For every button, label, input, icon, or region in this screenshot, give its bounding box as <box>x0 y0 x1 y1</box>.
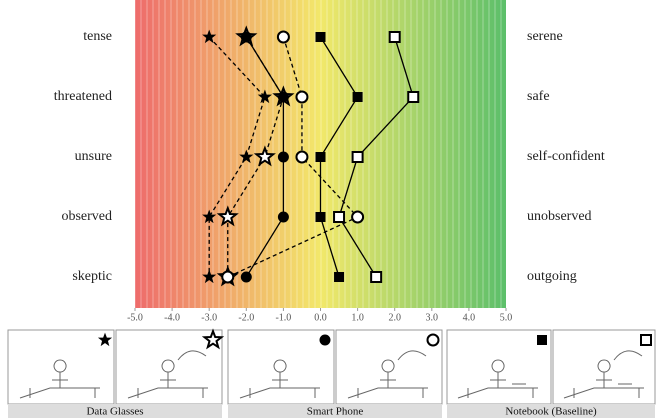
panel <box>447 330 551 404</box>
right-label: serene <box>527 29 563 44</box>
marker <box>390 32 400 42</box>
left-label: observed <box>61 209 112 224</box>
x-tick-label: 0.0 <box>314 312 327 323</box>
marker <box>222 272 233 283</box>
panel <box>116 330 222 404</box>
x-tick-label: 5.0 <box>500 312 513 323</box>
legend-marker <box>641 335 651 345</box>
marker <box>352 212 363 223</box>
x-tick-label: 1.0 <box>351 312 364 323</box>
marker <box>296 92 307 103</box>
marker <box>334 212 344 222</box>
x-tick-label: -5.0 <box>127 312 143 323</box>
x-tick-label: 4.0 <box>463 312 476 323</box>
legend-marker <box>320 335 330 345</box>
panel <box>228 330 334 404</box>
left-label: unsure <box>75 149 112 164</box>
marker <box>316 33 325 42</box>
legend-group-label: Notebook (Baseline) <box>505 406 597 418</box>
marker <box>408 92 418 102</box>
marker <box>278 152 288 162</box>
x-tick-label: 2.0 <box>388 312 401 323</box>
left-label: threatened <box>54 89 112 104</box>
panel <box>336 330 442 404</box>
marker <box>241 32 251 42</box>
marker <box>335 273 344 282</box>
legend-marker <box>538 336 547 345</box>
x-tick-label: -4.0 <box>164 312 180 323</box>
marker <box>353 152 363 162</box>
marker <box>371 272 381 282</box>
chart: -5.0 -4.0 -3.0 -2.0 -1.0 0.0 1.0 2.0 3.0 4.0 5.0 te… <box>0 0 657 418</box>
marker <box>353 93 362 102</box>
left-label: tense <box>83 29 112 44</box>
right-label: unobserved <box>527 209 592 224</box>
marker <box>278 212 288 222</box>
marker <box>278 92 288 102</box>
panel <box>8 330 114 404</box>
marker <box>316 153 325 162</box>
marker <box>296 152 307 163</box>
x-tick-label: -3.0 <box>201 312 217 323</box>
x-tick-label: -1.0 <box>275 312 291 323</box>
marker <box>241 272 251 282</box>
x-tick-label: 3.0 <box>426 312 439 323</box>
left-label: skeptic <box>72 269 112 284</box>
panel <box>553 330 655 404</box>
legend-group-label: Smart Phone <box>307 406 364 418</box>
right-label: safe <box>527 89 550 104</box>
right-label: self-confident <box>527 149 605 164</box>
marker <box>278 32 289 43</box>
x-tick-label: -2.0 <box>238 312 254 323</box>
right-label: outgoing <box>527 269 577 284</box>
legend-group-label: Data Glasses <box>86 406 143 418</box>
legend-marker <box>428 335 439 346</box>
marker <box>316 213 325 222</box>
